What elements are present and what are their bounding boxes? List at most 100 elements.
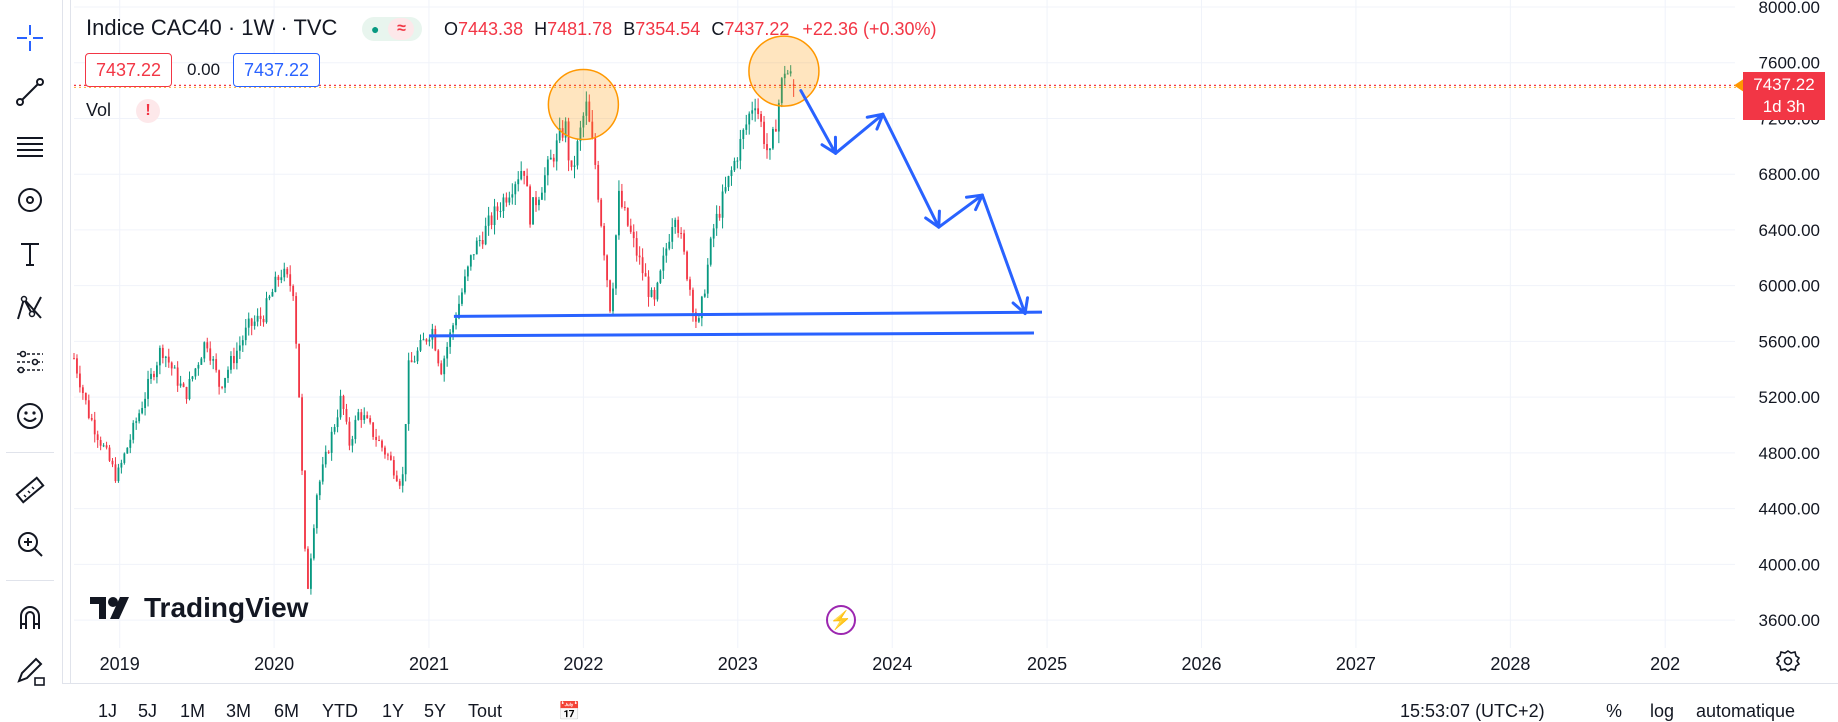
candle-body: [529, 186, 531, 225]
gear-icon[interactable]: [1775, 648, 1801, 674]
candle-body: [715, 213, 718, 229]
sell-button[interactable]: 7437.22: [85, 53, 173, 87]
candle-body: [238, 345, 241, 351]
bar-countdown: 1d 3h: [1762, 97, 1806, 116]
candle-body: [668, 241, 671, 249]
candle-body: [336, 417, 339, 428]
fib-icon[interactable]: [10, 126, 50, 166]
flash-icon[interactable]: ⚡: [826, 605, 856, 635]
candle-body: [683, 233, 685, 252]
clock-time[interactable]: 15:53:07 (UTC+2): [1400, 701, 1545, 721]
brush-icon[interactable]: [10, 180, 50, 220]
candle-body: [558, 128, 561, 141]
x-tick-label: 202: [1650, 654, 1680, 674]
candle-body: [307, 548, 309, 589]
symbol-title[interactable]: Indice CAC40 · 1W · TVC: [86, 15, 338, 40]
candle-body: [538, 199, 540, 206]
percent-toggle[interactable]: %: [1606, 701, 1623, 721]
candle-body: [93, 419, 96, 435]
volume-warning-icon[interactable]: !: [136, 99, 160, 123]
range-5y[interactable]: 5Y: [424, 701, 447, 721]
candle-body: [490, 215, 493, 226]
range-1d[interactable]: 1J: [98, 701, 118, 721]
candle-body: [401, 474, 404, 486]
buy-button[interactable]: 7437.22: [233, 53, 321, 87]
volume-label[interactable]: Vol: [86, 100, 112, 120]
candle-body: [774, 128, 777, 132]
candle-body: [339, 395, 342, 418]
candle-body: [546, 159, 549, 176]
x-tick-label: 2027: [1336, 654, 1376, 674]
ruler-icon[interactable]: [10, 470, 50, 510]
emoji-icon[interactable]: [10, 396, 50, 436]
candle-body: [200, 358, 203, 365]
auto-scale-toggle[interactable]: automatique: [1696, 701, 1796, 721]
range-5d[interactable]: 5J: [138, 701, 158, 721]
candle-body: [567, 121, 570, 161]
candle-body: [757, 108, 760, 115]
candle-body: [689, 279, 691, 290]
candle-body: [283, 268, 286, 278]
last-price-marker: [1734, 79, 1743, 92]
candle-body: [703, 293, 706, 297]
tradingview-logo: TradingView: [90, 592, 308, 624]
candle-body: [591, 121, 594, 139]
low-value: 7354.54: [635, 19, 701, 39]
log-toggle[interactable]: log: [1650, 701, 1675, 721]
candle-body: [422, 339, 425, 341]
candle-body: [505, 197, 508, 203]
candle-body: [552, 157, 555, 162]
candle-body: [742, 129, 745, 139]
lock-draw-icon[interactable]: [10, 652, 50, 692]
range-1m[interactable]: 1M: [180, 701, 206, 721]
range-6m[interactable]: 6M: [274, 701, 300, 721]
candle-body: [481, 240, 484, 245]
candle-body: [579, 127, 582, 142]
candle-body: [79, 373, 81, 388]
market-status-pill[interactable]: ● ≈: [362, 17, 422, 41]
candle-body: [555, 140, 558, 162]
candle-body: [221, 386, 223, 388]
candle-body: [256, 315, 259, 322]
candle-body: [170, 362, 173, 369]
trendline-icon[interactable]: [10, 72, 50, 112]
y-tick-label: 5600.00: [1759, 332, 1820, 351]
range-ytd[interactable]: YTD: [322, 701, 358, 721]
range-3m[interactable]: 3M: [226, 701, 252, 721]
candle-body: [626, 207, 629, 226]
calendar-icon[interactable]: 📅: [558, 701, 581, 721]
candle-body: [233, 355, 235, 364]
magnet-icon[interactable]: [10, 598, 50, 638]
range-1y[interactable]: 1Y: [382, 701, 405, 721]
x-tick-label: 2025: [1027, 654, 1067, 674]
candle-body: [191, 376, 194, 379]
candle-body: [227, 369, 229, 379]
candle-body: [351, 439, 354, 446]
x-tick-label: 2026: [1181, 654, 1221, 674]
range-all[interactable]: Tout: [468, 701, 503, 721]
candle-body: [147, 378, 149, 399]
candle-body: [378, 440, 380, 442]
zoom-icon[interactable]: [10, 524, 50, 564]
candle-body: [235, 350, 238, 364]
candle-body: [342, 395, 345, 409]
candle-body: [751, 110, 754, 114]
candle-body: [709, 238, 712, 265]
candle-body: [366, 415, 369, 419]
open-key: O: [444, 19, 459, 39]
forecast-icon[interactable]: [10, 342, 50, 382]
candle-body: [718, 213, 721, 218]
x-tick-label: 2024: [872, 654, 912, 674]
candle-body: [153, 373, 155, 378]
candle-body: [99, 440, 102, 446]
candle-body: [126, 447, 129, 454]
text-icon[interactable]: [10, 234, 50, 274]
y-tick-label: 4400.00: [1759, 500, 1820, 519]
chart-pane[interactable]: [70, 0, 1838, 713]
candle-body: [395, 475, 398, 482]
candle-body: [620, 190, 623, 207]
pattern-icon[interactable]: [10, 288, 50, 328]
crosshair-icon[interactable]: [10, 18, 50, 58]
last-price-label: 7437.22 1d 3h: [1743, 72, 1825, 120]
